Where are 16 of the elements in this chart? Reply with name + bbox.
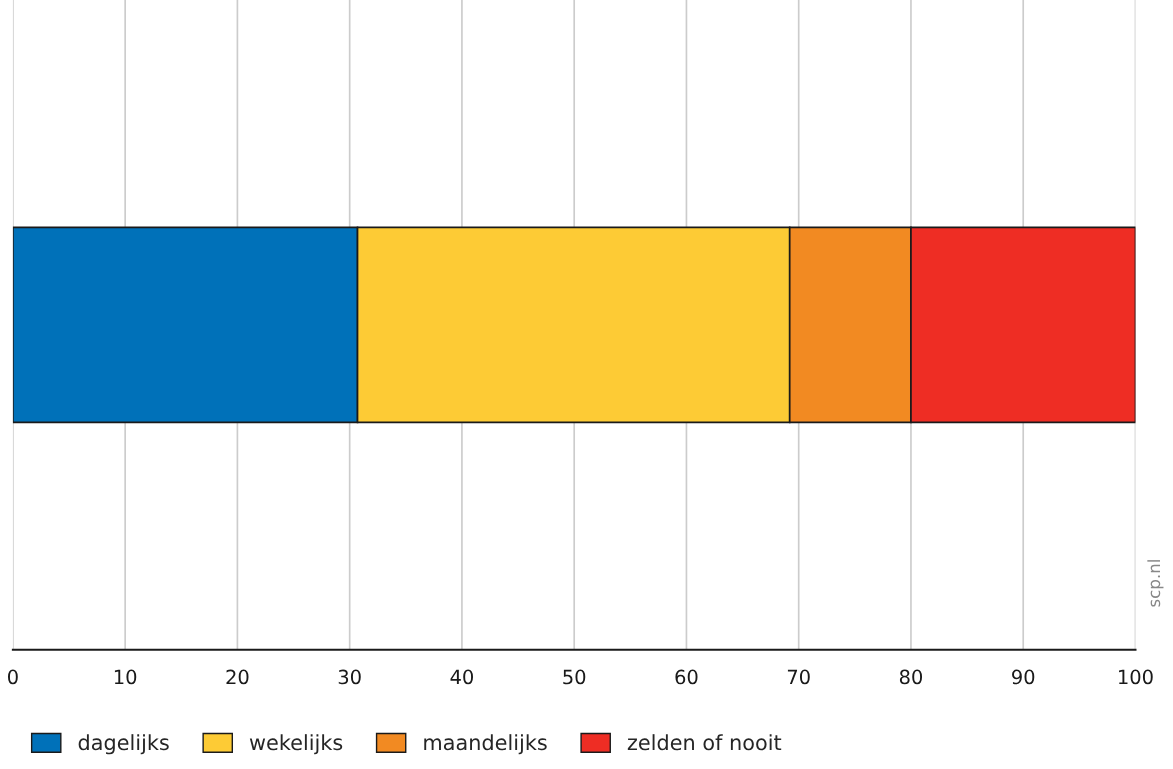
x-tick-label: 40 bbox=[450, 669, 474, 685]
x-tick-label: 30 bbox=[338, 669, 361, 685]
x-tick-label: 20 bbox=[226, 669, 249, 685]
legend-label: dagelijks bbox=[78, 734, 169, 755]
x-tick-label: 100 bbox=[1119, 669, 1153, 685]
x-tick-label: 60 bbox=[675, 669, 698, 685]
x-tick-label: 50 bbox=[563, 669, 586, 685]
legend-label: zelden of nooit bbox=[627, 734, 782, 751]
x-tick-label: 90 bbox=[1012, 669, 1035, 685]
x-tick-label: 80 bbox=[899, 669, 923, 685]
legend-label: maandelijks bbox=[424, 734, 547, 755]
text: scp.nl bbox=[1147, 560, 1164, 607]
x-tick-label: 70 bbox=[787, 669, 810, 685]
x-tick-label: 0 bbox=[8, 669, 18, 685]
legend-label: wekelijks bbox=[249, 734, 343, 755]
x-tick-label: 10 bbox=[114, 669, 137, 685]
